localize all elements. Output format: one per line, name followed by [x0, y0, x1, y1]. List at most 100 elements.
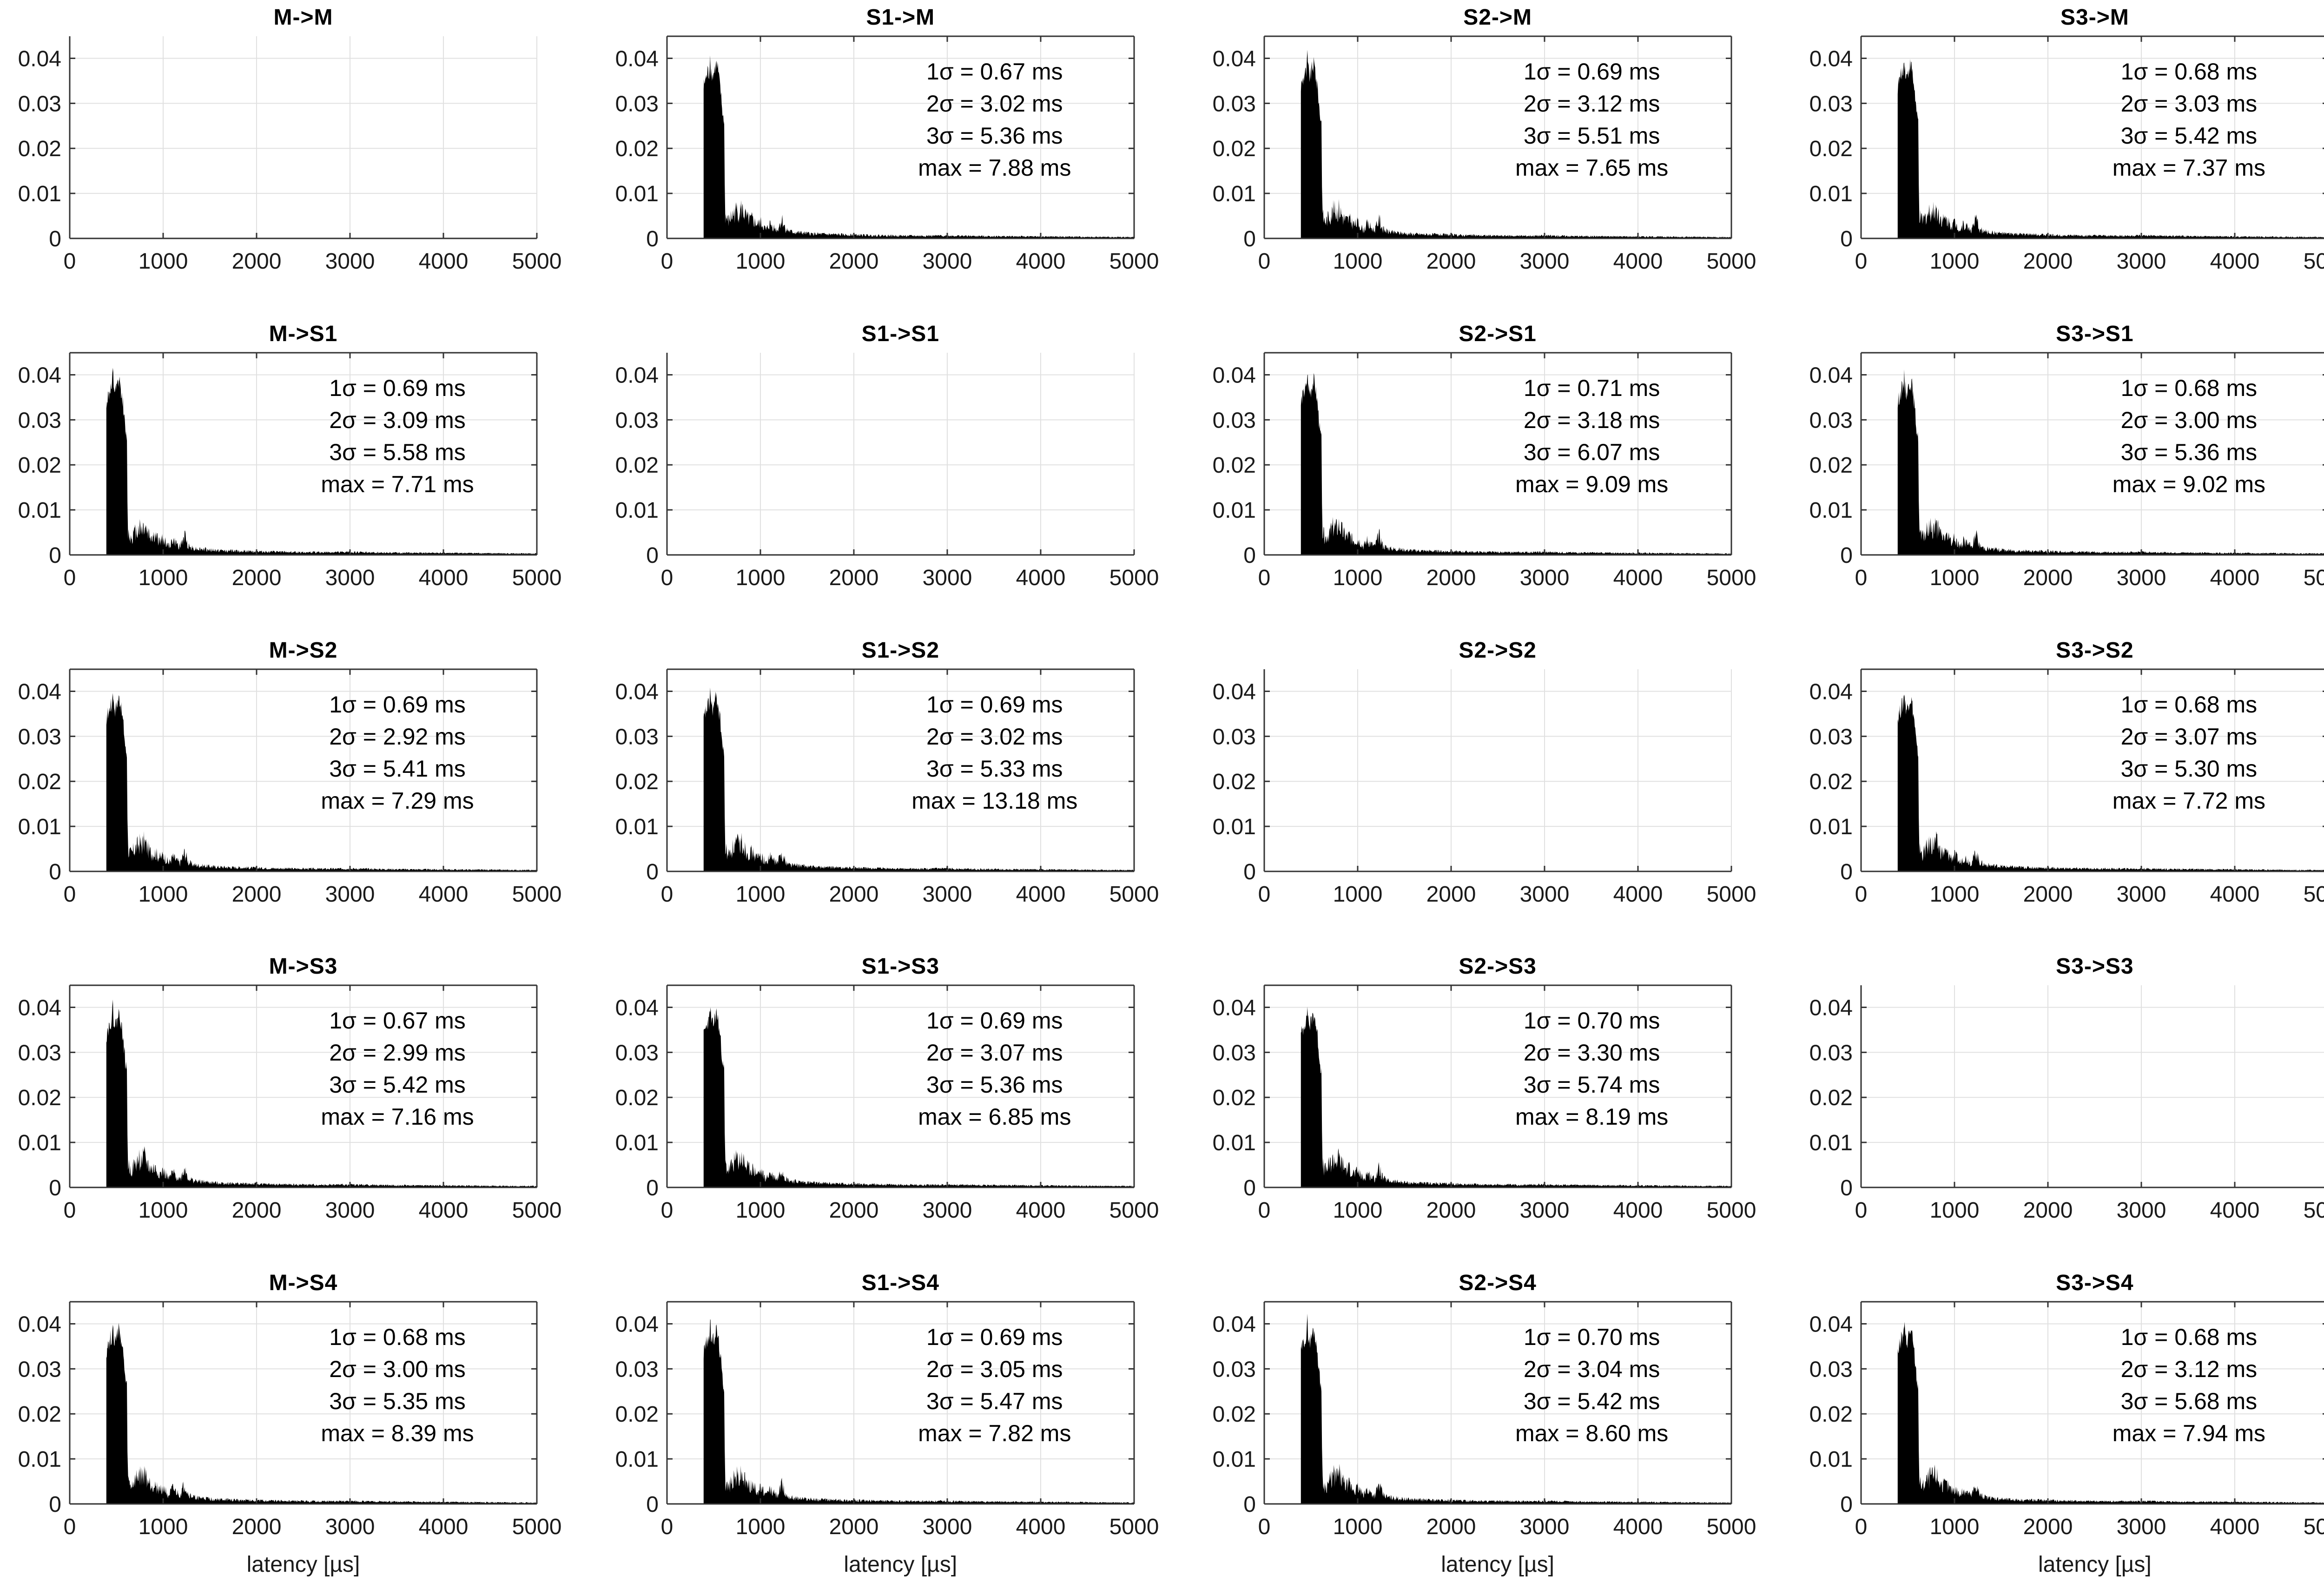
y-tick-label: 0 [1243, 227, 1256, 251]
y-tick-label: 0.03 [18, 1358, 61, 1382]
x-tick-label: 0 [1258, 1515, 1270, 1539]
stats-line: 2σ = 3.12 ms [2120, 1356, 2258, 1383]
y-tick-label: 0.01 [1809, 1447, 1853, 1472]
tick-marks [1860, 1007, 2236, 1188]
axis-spines [69, 36, 537, 239]
stats-line: 2σ = 3.02 ms [926, 723, 1063, 750]
tick-marks [1860, 669, 2324, 872]
y-tick-label: 0.02 [1212, 1402, 1255, 1427]
axis-spines [666, 984, 1135, 1188]
stats-annotation: 1σ = 0.71 ms 2σ = 3.18 ms 3σ = 6.07 ms max … [1406, 372, 1778, 501]
x-tick-label: 5000 [1706, 249, 1756, 274]
stats-line: 1σ = 0.71 ms [1523, 375, 1660, 401]
subplot-S1-to-S1: 0 1000 2000 3000 4000 5000 0 0.01 0.02 0.03 0.04 S… [597, 316, 1195, 633]
stats-line: max = 7.94 ms [2112, 1420, 2266, 1447]
stats-line: 1σ = 0.68 ms [329, 1324, 466, 1351]
stats-line: 1σ = 0.70 ms [1523, 1324, 1660, 1351]
stats-line: 3σ = 5.42 ms [1523, 1388, 1660, 1415]
x-tick-label: 3000 [325, 249, 375, 274]
y-tick-label: 0.01 [18, 1131, 61, 1156]
stats-line: 1σ = 0.69 ms [926, 1008, 1063, 1034]
histogram-plot: 0 1000 2000 3000 4000 5000 0 0.01 0.02 0.03 0.04 [1212, 669, 1756, 907]
stats-annotation: 1σ = 0.68 ms 2σ = 3.00 ms 3σ = 5.36 ms max … [2003, 372, 2324, 501]
x-tick-label: 3000 [2117, 1515, 2166, 1539]
x-tick-label: 1000 [735, 1198, 785, 1223]
stats-line: 3σ = 5.74 ms [1523, 1072, 1660, 1098]
histogram-plot: 0 1000 2000 3000 4000 5000 0 0.01 0.02 0.03 0.04 [18, 984, 562, 1223]
histogram-plot: 0 1000 2000 3000 4000 5000 0 0.01 0.02 0.03 0.04 [615, 984, 1159, 1223]
x-tick-label: 4000 [1016, 1515, 1065, 1539]
axis-spines [1263, 35, 1732, 239]
y-tick-label: 0.02 [1809, 1086, 1853, 1111]
histogram-bars [1301, 1313, 1731, 1504]
stats-annotation: 1σ = 0.67 ms 2σ = 2.99 ms 3σ = 5.42 ms max … [211, 1005, 583, 1133]
y-tick-label: 0.03 [615, 92, 658, 116]
y-tick-label: 0 [49, 543, 61, 568]
subplot-S1-to-S3: 0 1000 2000 3000 4000 5000 0 0.01 0.02 0.03 0.04 S… [597, 949, 1195, 1266]
stats-annotation: 1σ = 0.69 ms 2σ = 3.05 ms 3σ = 5.47 ms max … [809, 1321, 1181, 1450]
stats-line: 2σ = 3.05 ms [926, 1356, 1063, 1383]
y-tick-label: 0.02 [1212, 1086, 1255, 1111]
subplot-title: S1->S4 [861, 1271, 940, 1296]
stats-line: 1σ = 0.70 ms [1523, 1008, 1660, 1034]
x-tick-label: 1000 [1930, 566, 1980, 590]
y-tick-label: 0.04 [1809, 46, 1853, 71]
x-tick-label: 0 [1258, 566, 1270, 590]
stats-line: 1σ = 0.69 ms [926, 691, 1063, 718]
tick-marks [666, 374, 1135, 556]
stats-annotation: 1σ = 0.70 ms 2σ = 3.30 ms 3σ = 5.74 ms max … [1406, 1005, 1778, 1133]
y-tick-label: 0.04 [615, 363, 658, 388]
tick-marks [69, 352, 538, 556]
x-tick-label: 4000 [1613, 566, 1663, 590]
y-tick-label: 0.04 [615, 1312, 658, 1337]
x-tick-label: 5000 [1706, 566, 1756, 590]
y-tick-label: 0.03 [1809, 1358, 1853, 1382]
histogram-plot: 0 1000 2000 3000 4000 5000 0 0.01 0.02 0.03 0.04 [1809, 352, 2324, 590]
y-tick-label: 0 [1243, 1492, 1256, 1517]
stats-line: 2σ = 3.07 ms [926, 1040, 1063, 1066]
y-tick-label: 0.04 [1809, 1312, 1853, 1337]
y-tick-label: 0.01 [18, 182, 61, 206]
y-tick-label: 0.02 [615, 1086, 658, 1111]
subplot-title: S2->S2 [1459, 638, 1537, 663]
stats-annotation: 1σ = 0.70 ms 2σ = 3.04 ms 3σ = 5.42 ms max … [1406, 1321, 1778, 1450]
y-tick-label: 0.03 [615, 1041, 658, 1066]
histogram-plot: 0 1000 2000 3000 4000 5000 0 0.01 0.02 0.03 0.04 [615, 1301, 1159, 1539]
x-tick-label: 4000 [419, 882, 469, 907]
histogram-bars [1301, 50, 1731, 238]
subplot-S2-to-S2: 0 1000 2000 3000 4000 5000 0 0.01 0.02 0.03 0.04 S… [1195, 633, 1792, 949]
tick-marks [69, 1302, 538, 1505]
y-tick-label: 0.02 [18, 137, 61, 161]
stats-line: 2σ = 3.00 ms [2120, 407, 2258, 433]
subplot-title: S2->S4 [1459, 1271, 1537, 1296]
stats-line: 3σ = 5.36 ms [926, 1072, 1063, 1098]
subplot-S2-to-S3: 0 1000 2000 3000 4000 5000 0 0.01 0.02 0.03 0.04 S… [1195, 949, 1792, 1266]
y-tick-label: 0.02 [1212, 137, 1255, 161]
histogram-plot: 0 1000 2000 3000 4000 5000 0 0.01 0.02 0.03 0.04 [1809, 35, 2324, 274]
grid-lines [1861, 352, 2324, 555]
stats-line: 2σ = 2.99 ms [329, 1040, 466, 1066]
stats-annotation: 1σ = 0.69 ms 2σ = 3.07 ms 3σ = 5.36 ms max … [809, 1005, 1181, 1133]
x-tick-label: 0 [1855, 882, 1868, 907]
y-tick-label: 0.03 [18, 725, 61, 749]
y-tick-label: 0.01 [18, 815, 61, 839]
axis-spines [69, 352, 538, 556]
y-tick-label: 0.03 [1212, 408, 1255, 433]
x-tick-label: 2000 [1426, 249, 1476, 274]
stats-line: 1σ = 0.68 ms [2120, 1324, 2258, 1351]
grid-lines [667, 352, 1135, 555]
y-tick-label: 0.04 [615, 679, 658, 704]
x-tick-label: 2000 [1426, 566, 1476, 590]
y-tick-label: 0.02 [1809, 137, 1853, 161]
stats-line: 1σ = 0.69 ms [926, 1324, 1063, 1351]
stats-annotation: 1σ = 0.69 ms 2σ = 3.09 ms 3σ = 5.58 ms max … [211, 372, 583, 501]
x-tick-label: 0 [660, 249, 673, 274]
x-tick-label: 1000 [139, 249, 188, 274]
x-tick-label: 3000 [1519, 566, 1569, 590]
x-tick-label: 5000 [512, 1198, 562, 1223]
y-tick-label: 0 [1841, 860, 1853, 884]
x-tick-label: 1000 [735, 249, 785, 274]
stats-line: 1σ = 0.67 ms [329, 1008, 466, 1034]
y-tick-label: 0 [1841, 227, 1853, 251]
x-tick-label: 1000 [1333, 1198, 1382, 1223]
